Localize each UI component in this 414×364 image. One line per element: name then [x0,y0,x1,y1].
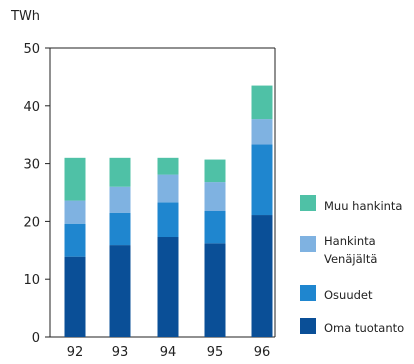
legend-label: Oma tuotanto [324,321,404,335]
y-tick-label: 50 [23,42,40,57]
bar-segment [251,144,273,216]
bar-segment [204,210,226,244]
y-axis-ticks: 0 10 20 30 40 50 [23,42,50,346]
bar-segment [204,182,226,211]
bars-group [64,85,273,337]
bar-segment [64,157,86,201]
bar-segment [157,237,179,337]
bar-segment [109,212,131,246]
bar-segment [157,174,179,203]
x-axis-ticks: 92 93 94 95 96 [67,345,271,360]
y-tick-label: 20 [23,215,40,230]
legend-label: Osuudet [324,288,373,302]
bar-segment [109,245,131,337]
bar-segment [251,215,273,337]
legend-swatch [300,318,316,334]
x-tick-label: 93 [112,345,129,360]
x-tick-label: 92 [67,345,84,360]
legend: Muu hankinta Hankinta Venäjältä Osuudet Oma … [300,195,404,335]
bar-segment [204,159,226,183]
y-tick-label: 30 [23,158,40,173]
legend-label: Muu hankinta [324,199,402,213]
bar-segment [157,157,179,175]
x-tick-label: 96 [254,345,271,360]
bar-segment [64,200,86,224]
x-tick-label: 94 [160,345,177,360]
y-tick-label: 10 [23,273,40,288]
y-tick-label: 0 [32,331,40,346]
bar-segment [64,256,86,337]
bar-segment [251,119,273,145]
bar-segment [204,243,226,337]
y-tick-label: 40 [23,100,40,115]
legend-item: Hankinta Venäjältä [300,234,377,266]
bar-segment [64,223,86,257]
bar-segment [109,157,131,187]
legend-item: Osuudet [300,285,373,302]
legend-item: Muu hankinta [300,195,402,213]
legend-swatch [300,195,316,211]
bar-segment [251,85,273,120]
legend-item: Oma tuotanto [300,318,404,335]
bar-segment [109,186,131,213]
y-axis-unit-label: TWh [10,9,40,24]
legend-swatch [300,285,316,301]
legend-swatch [300,236,316,252]
legend-label: Venäjältä [324,252,377,266]
x-tick-label: 95 [207,345,224,360]
bar-segment [157,202,179,238]
legend-label: Hankinta [324,234,376,248]
